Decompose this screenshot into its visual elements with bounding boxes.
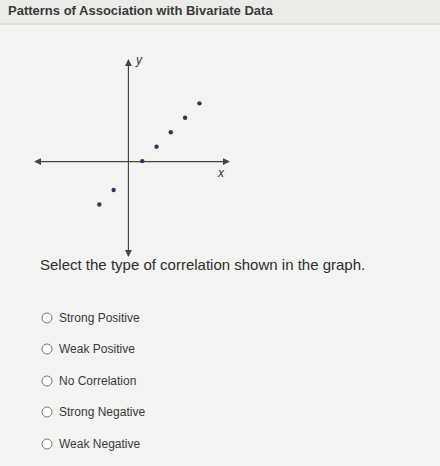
option-label[interactable]: Weak Negative [59, 437, 140, 451]
point [197, 101, 201, 105]
question: Select the type of correlation shown in … [40, 256, 365, 273]
title: Patterns of Association with Bivariate D… [8, 3, 273, 18]
option[interactable]: Weak Positive [42, 342, 135, 356]
y-axis-label: y [135, 53, 143, 67]
radio[interactable] [42, 376, 52, 386]
y-axis-line [128, 61, 129, 256]
radio[interactable] [42, 344, 52, 354]
header-divider [0, 24, 440, 25]
option-label[interactable]: Strong Negative [59, 405, 145, 419]
page: Patterns of Association with Bivariate D… [0, 0, 440, 466]
radio[interactable] [42, 407, 52, 417]
point [154, 144, 158, 148]
point [169, 130, 173, 134]
points [97, 101, 201, 207]
option[interactable]: Weak Negative [42, 437, 140, 451]
option[interactable]: No Correlation [42, 374, 136, 388]
x-axis-label: x [217, 166, 225, 180]
option-label[interactable]: Weak Positive [59, 342, 135, 356]
y-axis [128, 61, 129, 256]
point [140, 159, 144, 163]
point [111, 188, 115, 192]
point [97, 202, 101, 206]
radio[interactable] [42, 313, 52, 323]
x-axis [36, 161, 229, 162]
radio[interactable] [42, 439, 52, 449]
header-bar [0, 0, 440, 24]
option-label[interactable]: Strong Positive [59, 311, 140, 325]
x-axis-line [36, 161, 229, 162]
option-label[interactable]: No Correlation [59, 374, 136, 388]
option[interactable]: Strong Positive [42, 311, 140, 325]
point [183, 116, 187, 120]
option[interactable]: Strong Negative [42, 405, 145, 419]
